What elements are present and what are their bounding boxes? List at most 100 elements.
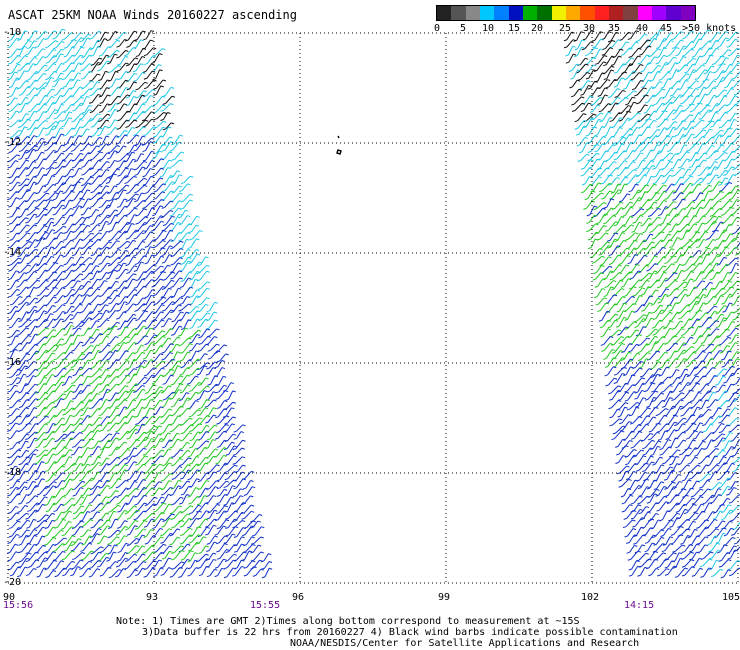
wind-barb [117,520,128,529]
wind-barb [685,223,698,233]
wind-barb [81,263,94,273]
wind-barb [169,159,183,168]
wind-barb [660,304,673,315]
wind-barb [691,557,703,568]
wind-barb [216,494,228,505]
legend-swatch [465,6,480,20]
wind-barb [198,399,210,410]
wind-barb [630,367,643,377]
wind-barb [180,286,194,298]
wind-barb [81,159,93,168]
wind-barb [117,296,129,306]
wind-barb [43,437,56,448]
wind-barb [35,111,47,122]
wind-barb [659,359,670,369]
wind-barb [642,447,654,456]
wind-barb [63,384,76,393]
wind-barb [701,432,715,442]
wind-barb [15,200,28,209]
wind-barb [98,335,110,345]
wind-barb [42,229,56,241]
wind-barb [71,158,84,169]
wind-barb [197,318,209,328]
wind-barb [170,240,184,250]
note-line-2: 3)Data buffer is 22 hrs from 20160227 4)… [142,627,678,638]
wind-barb [62,207,74,217]
wind-barb [618,470,630,482]
wind-barb [98,407,111,417]
wind-barb [250,544,262,554]
wind-barb [16,279,28,288]
wind-barb [143,47,157,57]
wind-barb [70,280,81,289]
wind-barb [142,270,155,280]
wind-barb [8,261,22,272]
wind-barb [206,311,218,322]
wind-barb [99,479,111,489]
wind-barb [637,495,651,505]
wind-barb [646,350,661,361]
lat-label: -20 [3,577,22,588]
wind-barb [694,447,705,457]
wind-barb [53,472,66,481]
wind-barb [9,207,21,218]
wind-barb [651,231,665,240]
wind-barb [215,505,228,515]
wind-barb [7,493,21,504]
wind-barb [186,463,200,474]
wind-barb [726,342,739,353]
wind-barb [718,57,729,66]
wind-barb [621,494,634,505]
wind-barb [716,256,727,266]
wind-barb [170,449,184,458]
wind-barb [134,56,146,66]
wind-barb [672,544,686,553]
wind-barb [609,272,623,281]
wind-barb [7,305,19,315]
wind-barb [661,160,674,170]
wind-barb [71,284,85,296]
wind-barb [656,501,669,512]
wind-barb [697,544,709,554]
wind-barb [626,239,638,250]
wind-barb [25,495,39,504]
wind-barb [607,238,618,249]
wind-barb [143,30,155,41]
wind-barb [187,552,198,563]
wind-barb [88,265,100,275]
wind-barb [691,414,704,425]
wind-barb [81,176,94,187]
wind-barb [673,198,686,210]
wind-barb [135,81,148,91]
wind-barb [80,311,94,323]
wind-barb [671,109,686,121]
wind-barb [675,358,688,369]
wind-barb [18,208,29,218]
wind-barb [70,446,83,456]
wind-barb [730,134,740,145]
wind-barb [179,351,191,362]
wind-barb [54,447,68,456]
wind-barb [26,263,39,274]
wind-barb [215,424,229,434]
wind-barb [693,503,705,514]
wind-barb [197,281,211,290]
wind-barb [89,168,103,178]
wind-barb [89,333,104,344]
wind-barb [727,272,739,282]
wind-barb [25,509,39,520]
wind-barb [53,225,67,234]
wind-barb [151,463,163,472]
wind-barb [108,231,122,242]
wind-barb [711,134,723,145]
wind-barb [716,456,727,465]
wind-barb [241,510,255,520]
wind-barb [587,144,600,153]
wind-barb [613,63,627,74]
wind-barb [724,321,736,331]
wind-barb [628,47,642,59]
wind-barb [586,223,599,233]
wind-barb [117,542,129,554]
wind-barb [72,511,85,520]
wind-barb [79,109,93,120]
